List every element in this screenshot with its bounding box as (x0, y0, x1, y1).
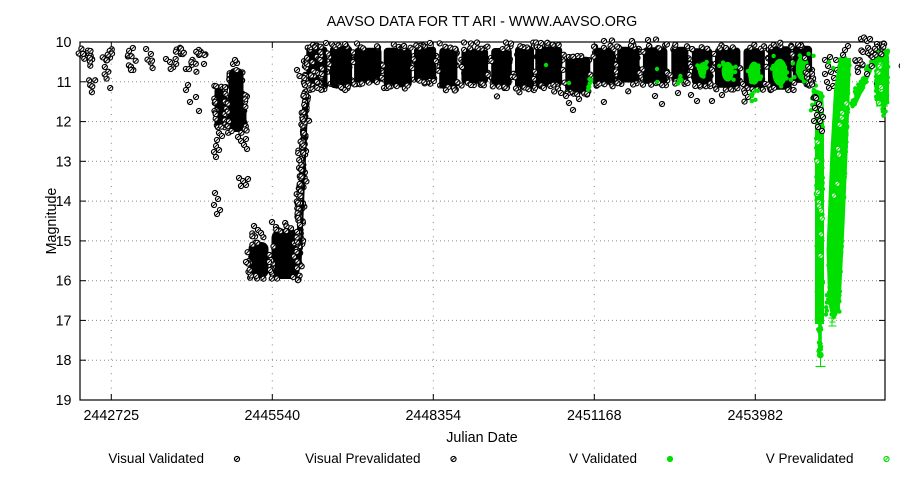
svg-text:AAVSO DATA FOR TT ARI - WWW.AA: AAVSO DATA FOR TT ARI - WWW.AAVSO.ORG (327, 14, 638, 30)
svg-text:2442725: 2442725 (83, 408, 139, 424)
svg-text:14: 14 (56, 194, 72, 210)
svg-text:Julian Date: Julian Date (446, 430, 518, 446)
svg-text:17: 17 (56, 313, 72, 329)
svg-text:18: 18 (56, 353, 72, 369)
svg-text:Magnitude: Magnitude (44, 188, 60, 255)
svg-text:10: 10 (56, 35, 72, 51)
svg-text:2451168: 2451168 (567, 408, 622, 424)
svg-text:12: 12 (56, 115, 72, 131)
svg-text:16: 16 (56, 274, 72, 290)
svg-text:Visual Validated: Visual Validated (108, 451, 204, 466)
svg-text:15: 15 (56, 234, 72, 250)
svg-text:2448354: 2448354 (405, 408, 461, 424)
svg-text:19: 19 (56, 393, 72, 409)
svg-text:11: 11 (57, 75, 72, 91)
svg-text:13: 13 (56, 154, 72, 170)
svg-text:Visual Prevalidated: Visual Prevalidated (305, 451, 420, 466)
svg-text:2453982: 2453982 (727, 408, 783, 424)
svg-text:V Prevalidated: V Prevalidated (766, 451, 854, 466)
svg-text:V Validated: V Validated (569, 451, 637, 466)
svg-text:2445540: 2445540 (244, 408, 300, 424)
